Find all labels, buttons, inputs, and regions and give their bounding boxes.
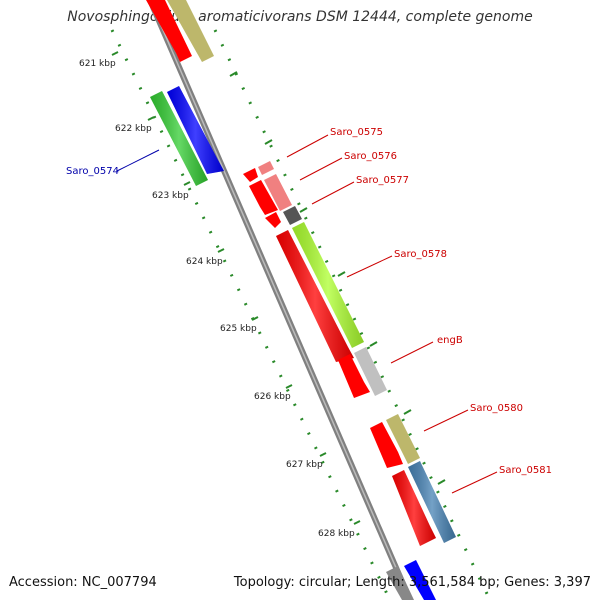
gene-label-engb[interactable]: engB [437,335,463,346]
gene-label-saro-0574[interactable]: Saro_0574 [66,166,119,177]
gene-block-saro-0580-khaki[interactable] [386,414,420,464]
scale-label-626: 626 kbp [254,392,291,402]
gene-label-saro-0576[interactable]: Saro_0576 [344,151,397,162]
gene-block-saro-0575-pink[interactable] [258,161,274,175]
accession-text: Accession: NC_007794 [9,575,157,590]
gene-arrow-top-red[interactable] [146,0,192,62]
gene-arrow-small-red-3[interactable] [265,212,281,228]
gene-label-saro-0581[interactable]: Saro_0581 [499,465,552,476]
gene-shading [292,222,364,348]
scale-label-624: 624 kbp [186,257,223,267]
gene-shading [150,91,208,186]
backbone-highlight [149,0,411,600]
gene-block-saro-0576-pink[interactable] [264,174,292,211]
gene-arrow-red-engb[interactable] [338,354,370,398]
gene-label-saro-0580[interactable]: Saro_0580 [470,403,523,414]
scale-ring-inner [213,29,492,600]
scale-label-628: 628 kbp [318,529,355,539]
gene-block-engb-gray[interactable] [354,347,387,396]
outer-ticks [111,51,361,525]
scale-label-623: 623 kbp [152,191,189,201]
gene-label-saro-0577[interactable]: Saro_0577 [356,175,409,186]
inner-ticks [229,71,446,485]
gene-label-saro-0578[interactable]: Saro_0578 [394,249,447,260]
scale-label-621: 621 kbp [79,59,116,69]
gene-block-top-khaki[interactable] [167,0,214,62]
scale-label-625: 625 kbp [220,324,257,334]
gene-shading [276,230,354,362]
gene-arrow-red-0580[interactable] [370,422,403,468]
label-leaders [286,134,498,494]
gene-shading [392,470,436,546]
scale-ring-outer [110,29,392,600]
gene-block-bottom-gray[interactable] [386,566,414,600]
gene-block-saro-0577-gray[interactable] [283,206,302,225]
topology-text: Topology: circular; Length: 3,561,584 bp… [233,575,591,590]
label-leader-saro-0574 [116,149,160,172]
gene-arrow-small-red-2[interactable] [249,180,278,215]
scale-label-627: 627 kbp [286,460,323,470]
gene-label-saro-0575[interactable]: Saro_0575 [330,127,383,138]
gene-shading [167,86,224,174]
gene-shading [408,461,456,543]
gene-block-bottom-blue[interactable] [404,560,436,600]
scale-label-622: 622 kbp [115,124,152,134]
gene-arrow-small-red-1[interactable] [243,168,258,182]
